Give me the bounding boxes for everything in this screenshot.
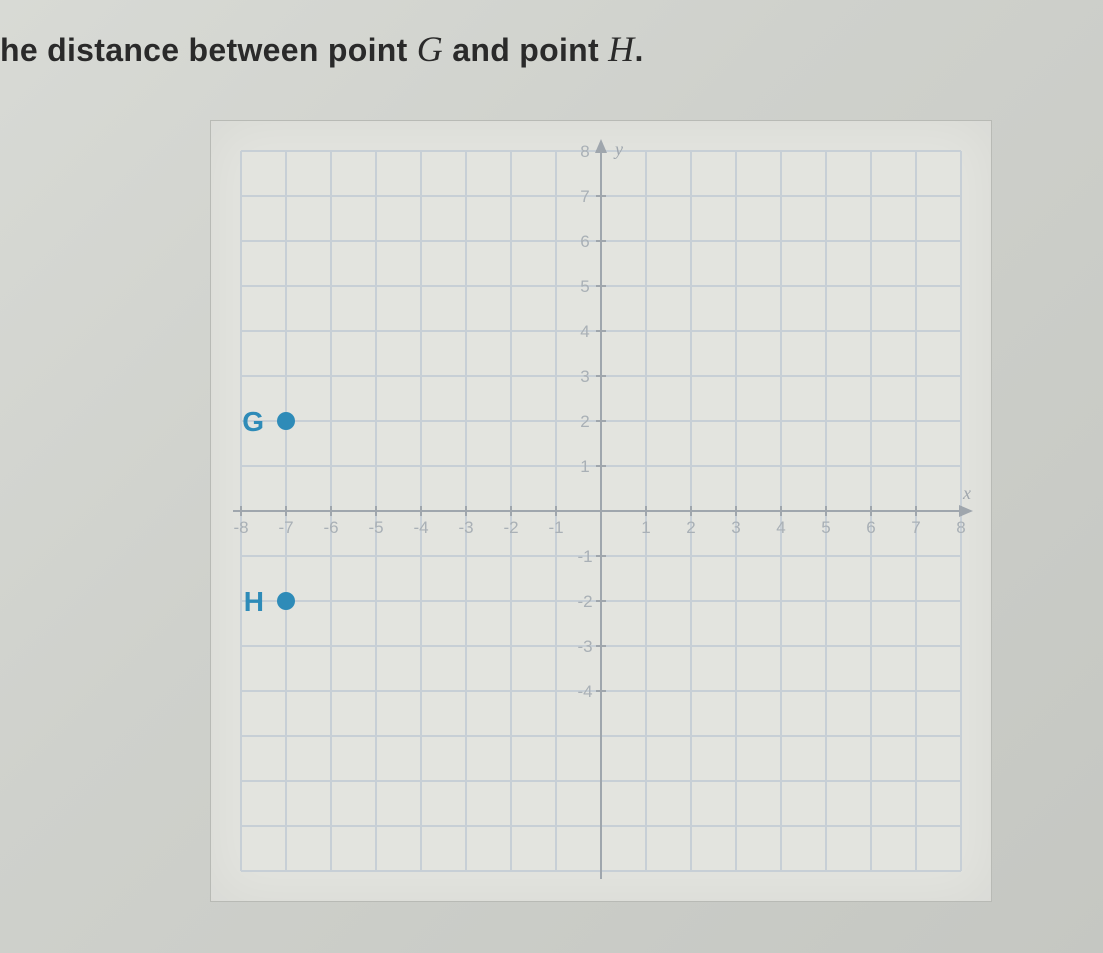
svg-text:-3: -3 <box>577 637 592 656</box>
svg-text:5: 5 <box>821 518 830 537</box>
svg-text:2: 2 <box>580 412 589 431</box>
svg-text:8: 8 <box>580 142 589 161</box>
svg-text:7: 7 <box>911 518 920 537</box>
svg-text:-1: -1 <box>548 518 563 537</box>
question-text: he distance between point G and point H. <box>0 28 644 70</box>
question-suffix: . <box>634 32 643 68</box>
svg-text:-7: -7 <box>278 518 293 537</box>
svg-text:-4: -4 <box>413 518 428 537</box>
svg-text:6: 6 <box>580 232 589 251</box>
svg-text:-1: -1 <box>577 547 592 566</box>
svg-text:3: 3 <box>731 518 740 537</box>
svg-text:7: 7 <box>580 187 589 206</box>
point-h <box>277 592 295 610</box>
svg-text:-8: -8 <box>233 518 248 537</box>
svg-text:-3: -3 <box>458 518 473 537</box>
svg-text:3: 3 <box>580 367 589 386</box>
coordinate-plane: -8 -7 -6 -5 -4 -3 -2 -1 1 2 3 4 5 6 7 8 1 2 3 4 5 6 7 8 -1 -2 -3 -4… <box>210 120 992 902</box>
question-mid: and point <box>443 32 608 68</box>
svg-text:-5: -5 <box>368 518 383 537</box>
svg-text:-2: -2 <box>577 592 592 611</box>
svg-text:x: x <box>962 483 971 503</box>
svg-text:5: 5 <box>580 277 589 296</box>
point-label-h: H <box>244 586 264 617</box>
point-label-g: G <box>242 406 264 437</box>
svg-text:4: 4 <box>776 518 785 537</box>
svg-text:1: 1 <box>580 457 589 476</box>
svg-text:-4: -4 <box>577 682 592 701</box>
svg-text:y: y <box>613 139 623 159</box>
svg-text:6: 6 <box>866 518 875 537</box>
question-prefix: he distance between point <box>0 32 417 68</box>
svg-text:1: 1 <box>641 518 650 537</box>
svg-text:8: 8 <box>956 518 965 537</box>
svg-text:2: 2 <box>686 518 695 537</box>
plot-svg: -8 -7 -6 -5 -4 -3 -2 -1 1 2 3 4 5 6 7 8 1 2 3 4 5 6 7 8 -1 -2 -3 -4… <box>211 121 991 901</box>
point-g <box>277 412 295 430</box>
svg-text:4: 4 <box>580 322 589 341</box>
question-var-h: H <box>608 29 634 69</box>
question-var-g: G <box>417 29 443 69</box>
svg-text:-2: -2 <box>503 518 518 537</box>
svg-text:-6: -6 <box>323 518 338 537</box>
